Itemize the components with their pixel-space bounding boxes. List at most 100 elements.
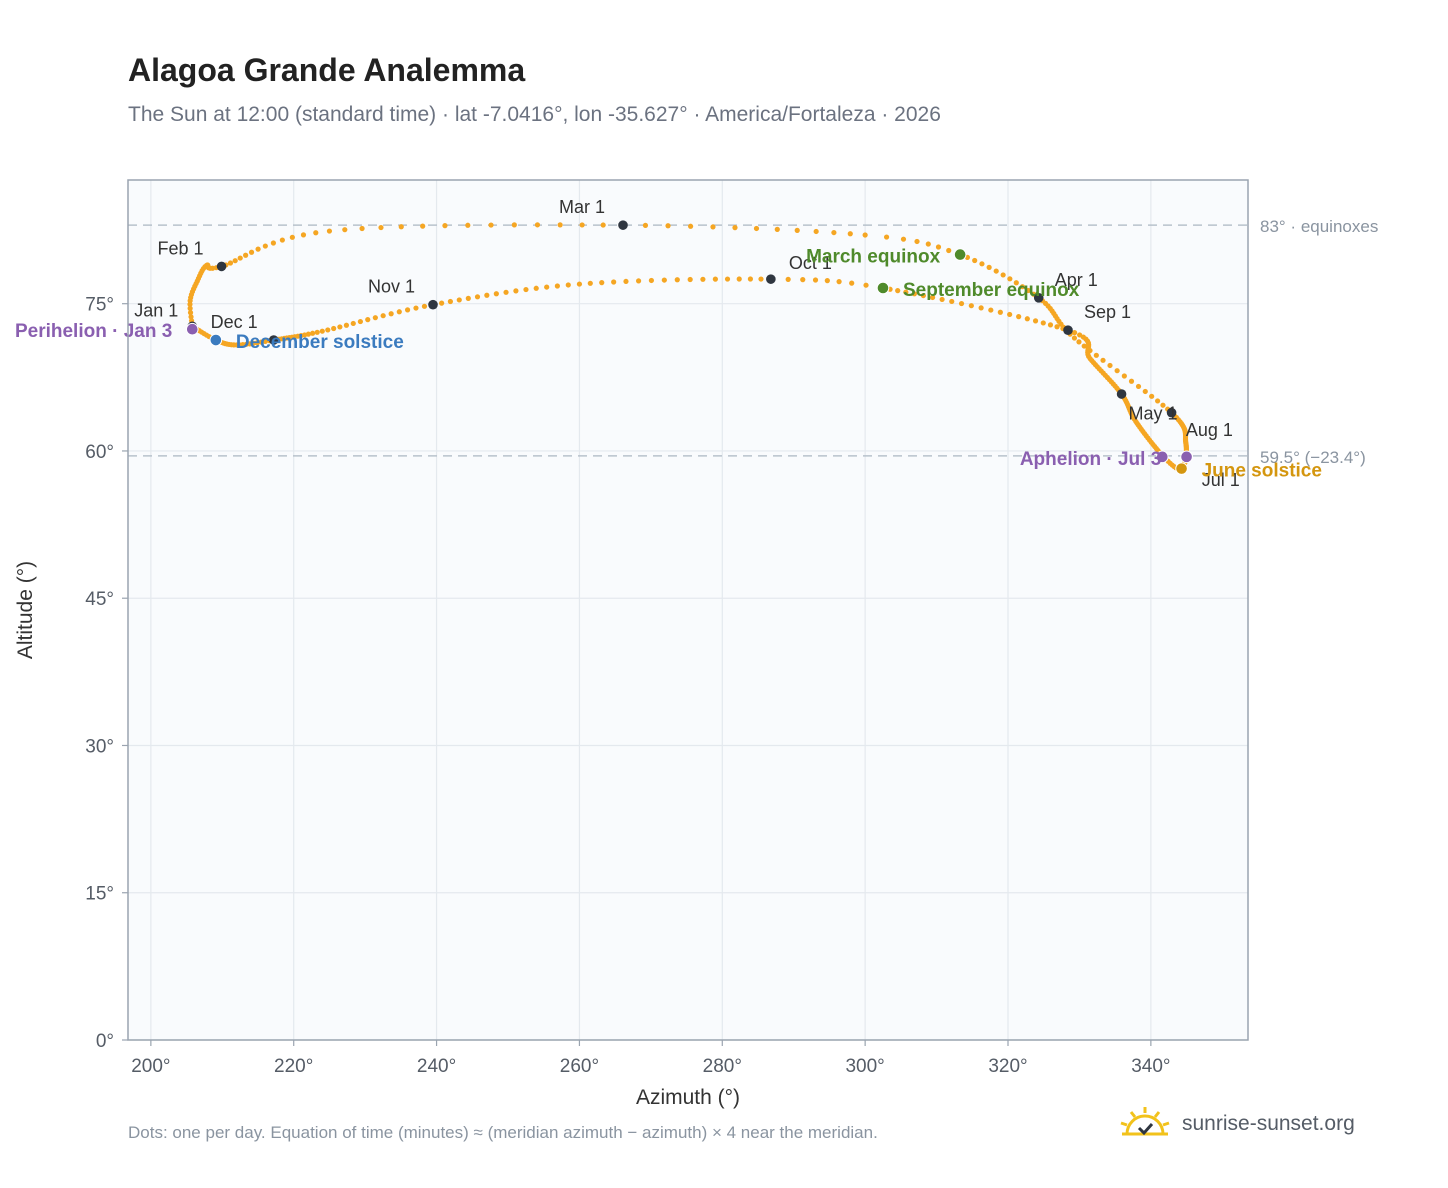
sun-logo-icon xyxy=(1120,1107,1170,1136)
month-marker-dot xyxy=(618,220,628,230)
event-marker-dot xyxy=(1180,450,1193,464)
month-marker-label: Oct 1 xyxy=(789,253,832,273)
day-dot xyxy=(554,283,560,289)
day-dot xyxy=(350,320,356,327)
day-dot xyxy=(1093,352,1099,358)
day-dot xyxy=(674,277,680,283)
day-dot xyxy=(1100,357,1106,363)
day-dot xyxy=(533,285,539,291)
day-dot xyxy=(831,229,837,236)
day-dot xyxy=(262,243,268,249)
day-dot xyxy=(188,314,194,320)
day-dot xyxy=(1007,311,1013,318)
day-dot xyxy=(380,313,386,319)
day-dot xyxy=(1032,318,1039,324)
day-dot xyxy=(920,292,926,299)
day-dot xyxy=(232,258,238,264)
day-dot xyxy=(576,281,583,287)
day-dot xyxy=(972,257,978,264)
brand-logo[interactable]: sunrise-sunset.org xyxy=(1118,1104,1355,1144)
day-dot xyxy=(939,296,945,303)
month-marker-dot xyxy=(1063,325,1073,336)
day-dot xyxy=(836,279,842,285)
day-dot xyxy=(1114,368,1120,374)
day-dot xyxy=(968,303,974,309)
day-dot xyxy=(1149,393,1155,399)
day-dot xyxy=(930,294,936,301)
y-axis-label: Altitude (°) xyxy=(14,561,37,659)
event-markers: March equinox September equinox December s… xyxy=(15,247,1322,482)
y-tick-label: 15° xyxy=(85,884,114,905)
day-dot xyxy=(388,311,394,317)
day-dot xyxy=(289,234,295,240)
day-dot xyxy=(988,307,994,313)
day-dot xyxy=(710,224,716,230)
month-marker-dot xyxy=(428,299,438,310)
month-marker-label: Aug 1 xyxy=(1186,420,1233,440)
day-dot xyxy=(258,339,264,345)
chart-title: Alagoa Grande Analemma xyxy=(128,52,526,88)
day-dot xyxy=(325,327,331,333)
day-dot xyxy=(511,222,517,228)
day-dot xyxy=(599,280,605,286)
day-dot xyxy=(753,225,760,232)
day-dot xyxy=(1160,402,1166,408)
day-dot xyxy=(337,324,343,330)
x-tick-label: 200° xyxy=(131,1056,170,1077)
day-dot xyxy=(439,300,445,306)
day-dot xyxy=(493,291,499,297)
day-dot xyxy=(1142,388,1148,395)
day-dot xyxy=(1081,343,1087,349)
day-dot xyxy=(1000,272,1006,278)
month-marker-label: Nov 1 xyxy=(368,277,415,297)
day-dot xyxy=(661,277,667,283)
day-dot xyxy=(342,227,348,233)
day-dot xyxy=(456,297,462,303)
day-dot xyxy=(1077,332,1083,338)
x-tick-label: 220° xyxy=(274,1056,313,1077)
plot-frame xyxy=(127,179,1249,1041)
day-dot xyxy=(1047,322,1054,328)
day-dot xyxy=(326,228,333,234)
y-tick-label: 45° xyxy=(85,589,114,610)
day-dot xyxy=(1024,316,1030,322)
month-marker-label: May 1 xyxy=(1129,404,1178,424)
day-dot xyxy=(488,222,494,228)
x-tick-label: 340° xyxy=(1131,1056,1170,1077)
day-dot xyxy=(824,278,830,284)
day-dot xyxy=(421,303,428,309)
day-dot xyxy=(331,325,337,332)
y-tick-label: 30° xyxy=(85,736,114,757)
x-tick-label: 300° xyxy=(845,1056,884,1077)
month-marker-label: Dec 1 xyxy=(211,312,258,332)
x-tick-label: 280° xyxy=(703,1056,742,1077)
day-dot xyxy=(447,298,453,305)
event-marker-dot xyxy=(953,248,967,261)
reference-line-label: 83° · equinoxes xyxy=(1260,217,1378,236)
brand-name: sunrise-sunset.org xyxy=(1182,1112,1355,1135)
day-dot xyxy=(785,276,791,282)
day-dot xyxy=(993,268,999,274)
day-dot xyxy=(404,307,411,313)
day-dot xyxy=(1135,383,1142,390)
day-dot xyxy=(623,278,629,285)
day-dot xyxy=(687,276,693,283)
day-dot xyxy=(319,328,325,334)
event-marker-dot xyxy=(209,333,223,347)
day-dot xyxy=(648,277,655,284)
day-dot xyxy=(1025,287,1031,294)
day-dot xyxy=(914,238,920,245)
event-label: March equinox xyxy=(806,247,941,268)
day-dot xyxy=(997,309,1003,315)
day-dot xyxy=(313,230,319,236)
day-dot xyxy=(465,222,471,228)
day-dot xyxy=(724,276,731,282)
day-dot xyxy=(270,240,276,246)
day-dot xyxy=(903,289,909,295)
day-dot xyxy=(1121,373,1127,379)
day-dot xyxy=(396,309,402,315)
day-dot xyxy=(935,244,942,250)
day-dot xyxy=(357,318,363,325)
axis-ticks: 200° 220° 240° 260° 280° 300° 320° 340° 0° 15° 30°… xyxy=(85,295,1170,1077)
